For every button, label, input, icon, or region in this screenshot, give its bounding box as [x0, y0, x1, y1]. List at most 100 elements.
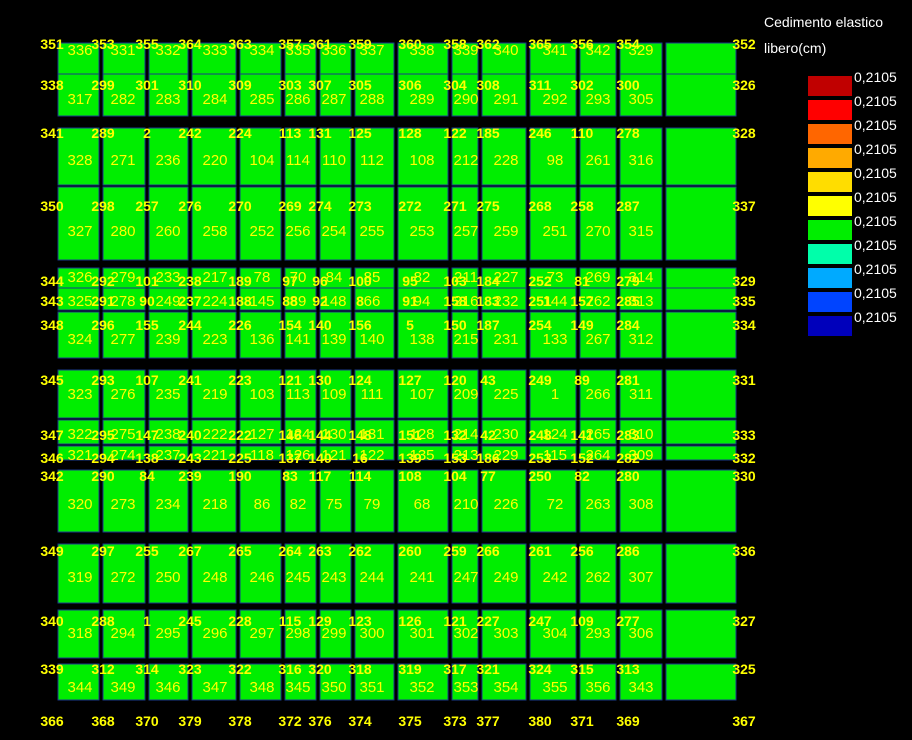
- node-label: 340: [40, 613, 64, 629]
- element-label: 107: [409, 386, 434, 403]
- mesh-element: [319, 543, 352, 604]
- mesh-element: [619, 663, 663, 701]
- node-label: 251: [528, 293, 552, 309]
- node-label: 262: [348, 543, 372, 559]
- node-label: 189: [228, 273, 252, 289]
- node-label: 126: [398, 613, 422, 629]
- mesh-element: [529, 369, 577, 419]
- node-label: 308: [476, 77, 500, 93]
- node-label: 361: [308, 36, 332, 52]
- element-label: 209: [453, 386, 478, 403]
- mesh-element: [102, 311, 146, 359]
- node-label: 186: [476, 450, 500, 466]
- element-label: 294: [110, 625, 135, 642]
- mesh-element: [102, 287, 146, 311]
- mesh-element: [579, 419, 617, 445]
- node-label: 295: [91, 427, 115, 443]
- legend-title: Cedimento elastico: [764, 14, 884, 30]
- mesh-element: [619, 445, 663, 461]
- node-label: 263: [308, 543, 332, 559]
- node-label: 327: [732, 613, 756, 629]
- node-label: 366: [40, 713, 64, 729]
- node-label: 353: [91, 36, 115, 52]
- node-label: 318: [348, 661, 372, 677]
- element-label: 255: [359, 223, 384, 240]
- element-label: 236: [155, 152, 180, 169]
- mesh-element: [451, 609, 479, 659]
- node-label: 124: [348, 372, 372, 388]
- element-label: 336: [321, 42, 346, 59]
- node-label: 113: [279, 125, 302, 141]
- node-label: 245: [178, 613, 202, 629]
- node-label: 185: [476, 125, 500, 141]
- node-label: 303: [278, 77, 302, 93]
- node-label: 5: [406, 317, 414, 333]
- node-label: 372: [278, 713, 302, 729]
- node-label: 90: [139, 293, 155, 309]
- node-label: 350: [40, 198, 64, 214]
- element-label: 342: [585, 42, 610, 59]
- mesh-element: [239, 73, 282, 117]
- mesh-element: [102, 445, 146, 461]
- mesh-element: [239, 543, 282, 604]
- node-label: 127: [398, 372, 422, 388]
- element-label: 115: [543, 447, 567, 464]
- mesh-element: [619, 543, 663, 604]
- node-label: 330: [732, 468, 756, 484]
- node-label: 357: [278, 36, 302, 52]
- element-label: 138: [409, 331, 434, 348]
- mesh-element: [284, 543, 317, 604]
- node-label: 242: [178, 125, 202, 141]
- mesh-element: [284, 609, 317, 659]
- element-label: 291: [493, 91, 518, 108]
- node-label: 110: [571, 125, 594, 141]
- mesh-element: [451, 287, 479, 311]
- mesh-element: [529, 287, 577, 311]
- node-label: 323: [178, 661, 202, 677]
- mesh-element: [239, 663, 282, 701]
- node-label: 324: [528, 661, 552, 677]
- mesh-element: [481, 445, 527, 461]
- element-label: 337: [359, 42, 384, 59]
- node-label: 259: [443, 543, 467, 559]
- mesh-element: [451, 127, 479, 186]
- node-label: 156: [348, 317, 372, 333]
- node-label: 304: [443, 77, 467, 93]
- node-label: 271: [443, 198, 467, 214]
- node-label: 296: [91, 317, 115, 333]
- mesh-element: [619, 419, 663, 445]
- node-label: 286: [616, 543, 640, 559]
- node-label: 289: [91, 125, 115, 141]
- element-label: 213: [453, 447, 478, 464]
- legend-value: 0,2105: [854, 189, 897, 205]
- node-label: 246: [528, 125, 552, 141]
- element-label: 231: [493, 331, 518, 348]
- node-label: 149: [570, 317, 594, 333]
- element-labels: 336 331 332 333 334 335 336 337 338 339 340 341 342 3…: [67, 42, 653, 696]
- node-label: 249: [528, 372, 552, 388]
- node-label: 376: [308, 713, 332, 729]
- element-label: 306: [628, 625, 653, 642]
- legend-value: 0,2105: [854, 117, 897, 133]
- node-label: 42: [480, 427, 496, 443]
- mesh-element: [191, 663, 237, 701]
- mesh-element: [57, 419, 100, 445]
- node-label: 243: [178, 450, 202, 466]
- mesh-element: [57, 445, 100, 461]
- mesh-element: [397, 287, 449, 311]
- element-label: 135: [409, 447, 434, 464]
- node-label: 92: [312, 293, 328, 309]
- node-label: 343: [40, 293, 64, 309]
- mesh-element: [579, 369, 617, 419]
- node-label: 247: [528, 613, 552, 629]
- node-label: 294: [91, 450, 115, 466]
- mesh-element: [354, 419, 395, 445]
- node-label: 117: [309, 468, 332, 484]
- element-label: 304: [542, 625, 567, 642]
- node-label: 153: [443, 450, 467, 466]
- element-label: 104: [249, 152, 274, 169]
- element-label: 94: [414, 293, 431, 310]
- mesh-element: [57, 311, 100, 359]
- mesh-element: [665, 445, 737, 461]
- mesh-element: [579, 127, 617, 186]
